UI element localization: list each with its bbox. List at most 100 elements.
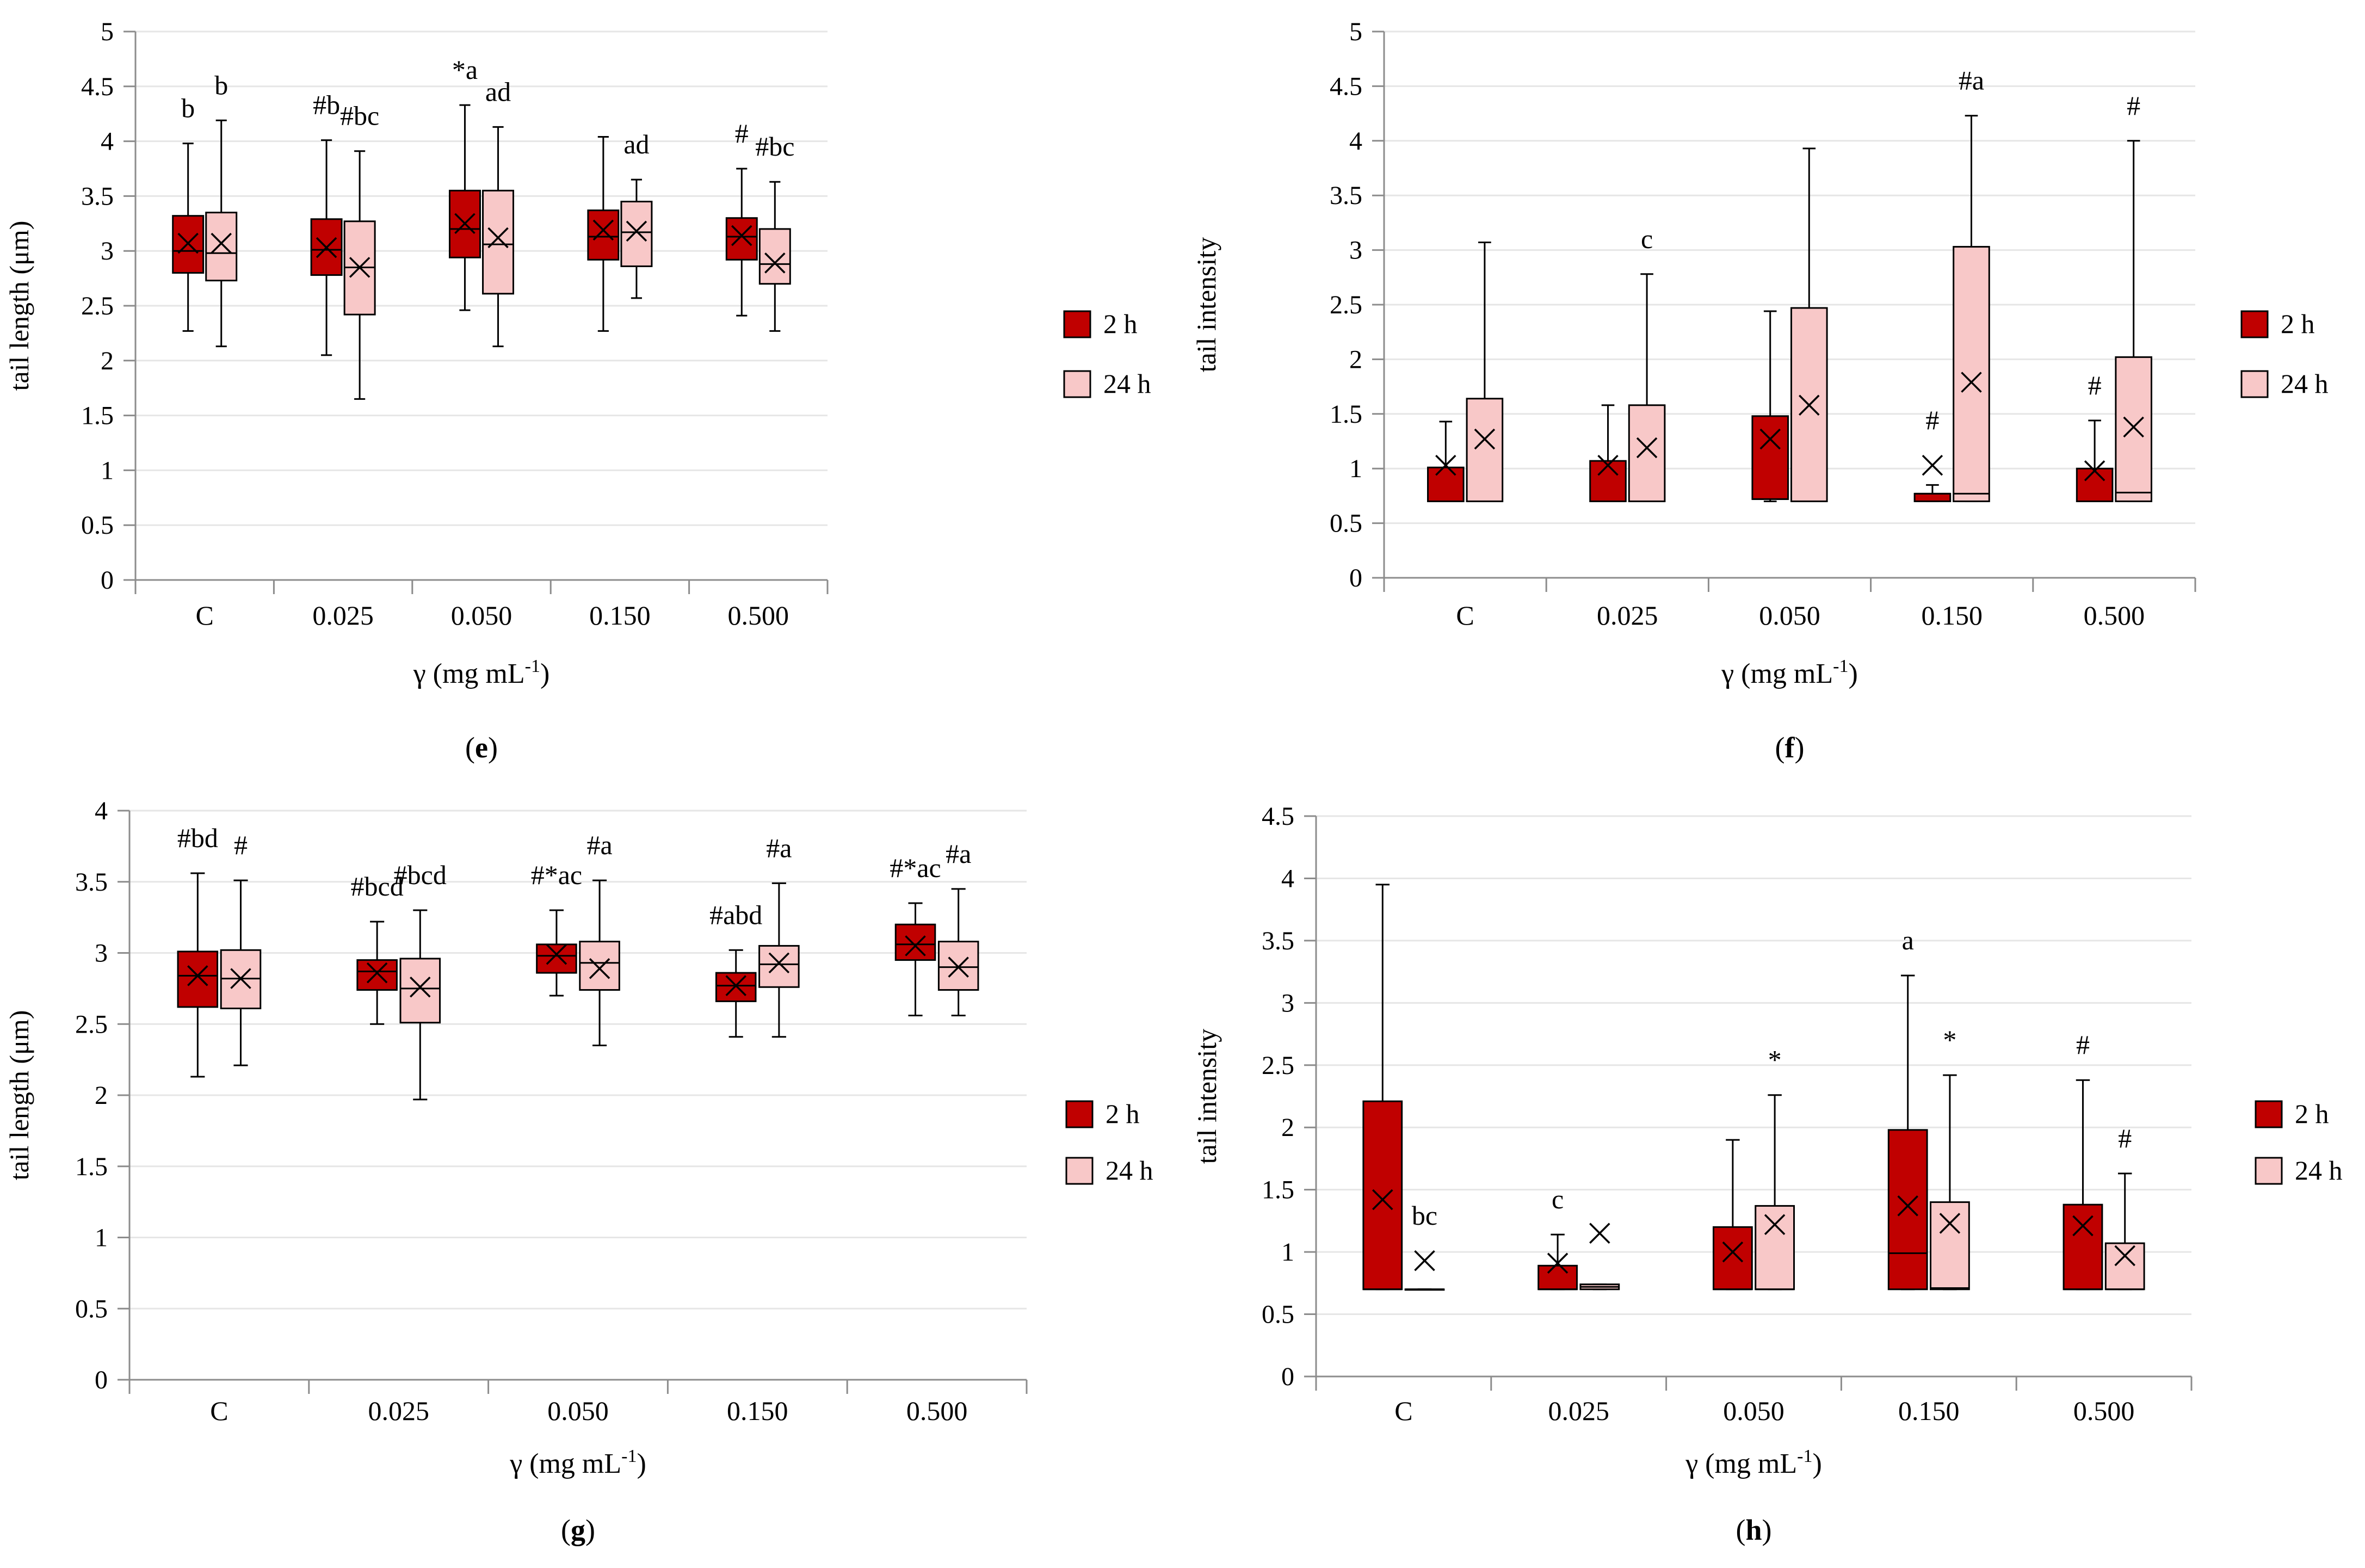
x-tick-label: C — [210, 1396, 228, 1426]
box-24h: b — [205, 70, 238, 348]
box-2h: b — [172, 93, 205, 332]
mean-marker — [1597, 454, 1619, 476]
y-tick-label: 4.5 — [1330, 72, 1362, 101]
chart-panel-f: 0 0.5 1 1.5 2 2.5 3 3.5 4 4.5 5 C 0.025 0.050 0.150 0.5… — [1191, 17, 2329, 764]
box-body — [1712, 1226, 1753, 1291]
y-tick-label: 0.5 — [81, 511, 114, 540]
mean-marker — [764, 252, 786, 274]
mean-marker — [1922, 454, 1943, 476]
box-body — [2063, 1203, 2103, 1291]
box-2h — [1362, 884, 1403, 1291]
box-body — [758, 944, 800, 988]
significance-label: c — [1641, 224, 1653, 254]
box-2h: a — [1887, 925, 1928, 1291]
y-tick-label: 2.5 — [75, 1010, 108, 1039]
significance-label: # — [735, 118, 749, 149]
y-tick-label: 2 — [101, 347, 114, 375]
box-body — [620, 200, 653, 267]
box-body — [1755, 1205, 1795, 1291]
significance-label: c — [1552, 1184, 1564, 1214]
legend-item-2h: 2 h — [1065, 1098, 1140, 1129]
box-body — [1466, 398, 1504, 502]
significance-label: #b — [313, 90, 340, 120]
y-tick-label: 2.5 — [1262, 1051, 1294, 1080]
mean-marker — [2084, 460, 2105, 481]
y-tick-label: 3.5 — [75, 868, 108, 897]
legend-item-2h: 2 h — [2240, 308, 2315, 339]
x-tick-label: C — [196, 600, 214, 631]
y-tick-label: 2 — [95, 1081, 108, 1110]
y-axis-label: tail length (μm) — [4, 221, 34, 391]
box-24h: # — [2115, 90, 2152, 502]
legend-swatch — [2240, 310, 2269, 338]
box-2h: # — [725, 118, 758, 317]
legend-swatch — [2255, 1100, 2283, 1128]
significance-label: #bcd — [351, 871, 404, 902]
significance-label: bc — [1412, 1200, 1437, 1231]
box-2h — [1427, 421, 1465, 502]
chart-panel-h: 0 0.5 1 1.5 2 2.5 3 3.5 4 4.5 C 0.025 0.050 0.150 0.50… — [1191, 802, 2343, 1546]
y-tick-label: 0.5 — [1330, 509, 1362, 538]
legend-item-24h: 24 h — [1063, 368, 1151, 399]
y-tick-label: 5 — [101, 17, 114, 46]
box-24h: c — [1628, 224, 1666, 502]
panel-label: (e) — [465, 731, 498, 764]
significance-label: #bc — [755, 131, 794, 162]
box-body — [2076, 467, 2114, 502]
box-24h: #a — [937, 838, 979, 1017]
mean-marker — [1897, 1195, 1918, 1217]
mean-marker — [487, 227, 509, 249]
x-axis-label: γ (mg mL-1) — [1721, 656, 1858, 689]
significance-label: *a — [452, 54, 478, 85]
y-tick-label: 3 — [101, 237, 114, 266]
y-tick-label: 2 — [1349, 345, 1362, 374]
y-tick-label: 0 — [101, 566, 114, 595]
significance-label: * — [1768, 1045, 1782, 1075]
y-tick-label: 2 — [1281, 1113, 1294, 1142]
significance-label: b — [214, 70, 228, 100]
x-tick-label: 0.050 — [547, 1396, 609, 1426]
x-tick-label: 0.500 — [2084, 600, 2145, 631]
mean-marker — [230, 968, 251, 989]
significance-label: ad — [485, 76, 511, 107]
legend-swatch — [1065, 1157, 1094, 1185]
legend-swatch — [2255, 1157, 2283, 1185]
mean-marker — [187, 965, 208, 986]
y-tick-label: 1 — [95, 1224, 108, 1252]
box-body — [1589, 460, 1627, 502]
mean-marker — [905, 935, 926, 956]
legend-swatch — [1063, 310, 1091, 338]
mean-marker — [2123, 416, 2144, 438]
mean-marker — [948, 956, 969, 978]
significance-label: #*ac — [890, 853, 941, 883]
mean-marker — [410, 977, 431, 998]
y-tick-label: 0 — [95, 1366, 108, 1394]
significance-label: #abd — [709, 899, 762, 930]
y-tick-label: 3.5 — [1330, 181, 1362, 210]
legend-item-24h: 24 h — [2240, 368, 2329, 399]
mean-marker — [211, 232, 232, 254]
mean-marker — [1799, 394, 1820, 416]
x-axis-label: γ (mg mL-1) — [509, 1446, 646, 1479]
significance-label: * — [1943, 1024, 1956, 1055]
y-tick-label: 4 — [1349, 127, 1362, 156]
box-2h: #bd — [177, 823, 219, 1078]
y-tick-label: 0.5 — [1262, 1300, 1294, 1329]
y-axis-label: tail length (μm) — [4, 1010, 34, 1181]
y-axis-label: tail intensity — [1191, 1029, 1222, 1164]
mean-marker — [592, 219, 614, 241]
x-tick-label: 0.150 — [727, 1396, 788, 1426]
legend-swatch — [1063, 370, 1091, 398]
box-24h — [1579, 1223, 1620, 1291]
mean-marker — [1939, 1213, 1961, 1234]
mean-marker — [454, 213, 476, 234]
legend-label: 2 h — [2295, 1098, 2329, 1129]
mean-marker — [349, 257, 371, 278]
mean-marker — [768, 952, 790, 974]
box-24h: * — [1930, 1024, 1970, 1291]
box-24h: #bc — [755, 131, 794, 332]
box-body — [725, 217, 758, 261]
significance-label: # — [234, 830, 248, 860]
significance-label: # — [2127, 90, 2140, 121]
